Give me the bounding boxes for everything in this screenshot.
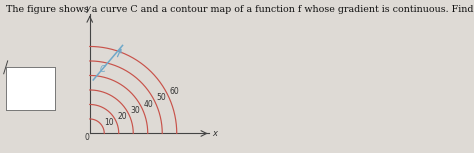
Text: 20: 20 <box>118 112 127 121</box>
Text: y: y <box>86 4 91 13</box>
Text: The figure shows a curve C and a contour map of a function f whose gradient is c: The figure shows a curve C and a contour… <box>6 5 474 14</box>
Text: 0: 0 <box>84 133 89 142</box>
Text: x: x <box>212 129 217 138</box>
Text: 30: 30 <box>130 106 140 115</box>
Text: 60: 60 <box>170 87 180 96</box>
Text: C: C <box>100 65 105 74</box>
Text: 50: 50 <box>157 93 166 103</box>
Text: 40: 40 <box>144 100 154 109</box>
Text: 10: 10 <box>104 118 114 127</box>
